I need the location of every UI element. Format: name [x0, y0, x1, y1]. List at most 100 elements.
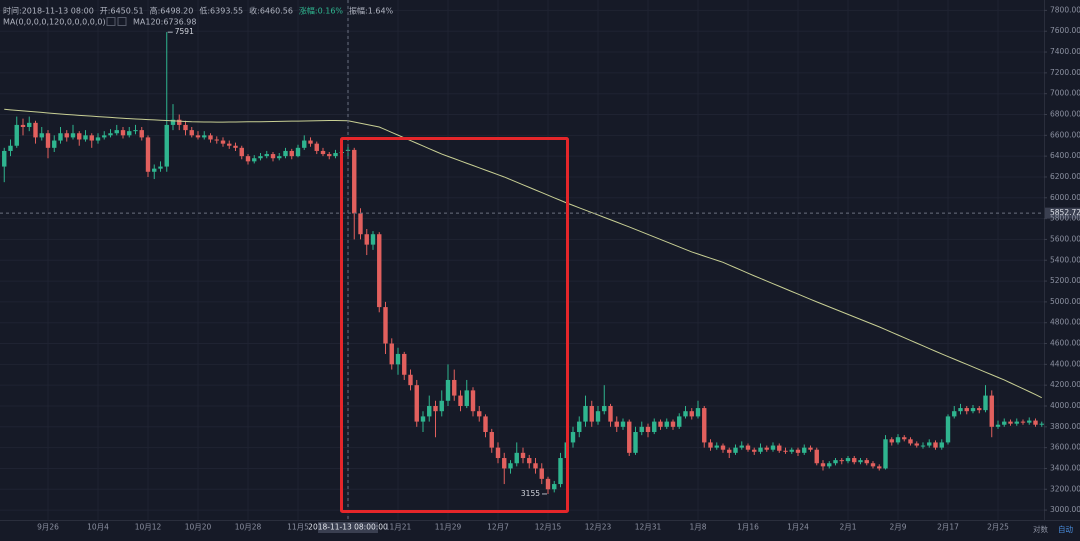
candle-body	[864, 460, 869, 464]
candle-body	[70, 133, 76, 138]
y-tick-label: 3000.00	[1050, 505, 1080, 514]
y-tick-label: 6200.00	[1050, 172, 1080, 181]
candle-body	[1033, 420, 1038, 425]
candle-body	[727, 449, 732, 453]
candle-body	[427, 405, 432, 417]
candle-body	[170, 119, 176, 125]
candle-body	[414, 385, 419, 422]
candle-body	[602, 405, 607, 412]
candle-body	[820, 463, 826, 467]
candle-body	[895, 437, 901, 443]
header-field: 收:6460.56	[249, 6, 293, 16]
candle-body	[158, 166, 163, 169]
candle-body	[320, 150, 326, 155]
candle-body	[452, 379, 457, 396]
candle-body	[114, 130, 119, 134]
ma-line	[4, 108, 1042, 399]
indicator-value: MA120:6736.98	[133, 18, 196, 27]
y-tick-label: 5200.00	[1050, 276, 1080, 285]
candle-body	[377, 234, 382, 308]
candle-body	[702, 408, 707, 443]
candle-body	[939, 442, 944, 448]
candle-body	[970, 408, 976, 412]
low-label: 3155	[521, 489, 540, 498]
candle-body	[195, 135, 201, 138]
candle-body	[902, 437, 907, 440]
x-tick-label: 2月9	[889, 523, 906, 532]
y-tick-label: 4800.00	[1050, 318, 1080, 327]
candle-body	[164, 124, 169, 167]
candle-body	[395, 353, 401, 365]
candle-body	[608, 405, 613, 422]
indicator-toggle[interactable]	[106, 17, 116, 26]
candle-body	[839, 460, 844, 462]
candle-body	[383, 307, 388, 344]
candle-body	[752, 449, 757, 452]
indicator-name: MA(0,0,0,0,120,0,0,0,0,0)	[3, 18, 106, 27]
candle-body	[677, 416, 682, 427]
x-tick-label: 2月17	[937, 523, 959, 532]
candle-body	[327, 154, 332, 157]
x-tick-label: 11月21	[385, 523, 412, 532]
y-tick-label: 6800.00	[1050, 110, 1080, 119]
candle-body	[595, 411, 601, 422]
candle-body	[233, 145, 238, 148]
candle-body	[245, 156, 251, 162]
auto-toggle[interactable]: 自动	[1058, 524, 1074, 534]
candle-body	[814, 449, 819, 464]
candle-body	[620, 421, 626, 427]
candle-body	[527, 458, 532, 464]
indicator-close[interactable]	[117, 17, 127, 26]
log-toggle[interactable]: 对数	[1033, 524, 1049, 534]
candle-body	[1039, 423, 1044, 425]
y-tick-label: 5600.00	[1050, 234, 1080, 243]
candle-body	[83, 135, 88, 140]
candle-body	[520, 452, 526, 459]
header-field: 时间:2018-11-13 08:00	[3, 6, 94, 16]
candle-body	[314, 143, 319, 151]
x-tick-label: 10月20	[185, 523, 212, 532]
y-tick-label: 3600.00	[1050, 443, 1080, 452]
candle-body	[333, 153, 338, 157]
candle-body	[933, 442, 938, 448]
y-tick-label: 5400.00	[1050, 255, 1080, 264]
candle-body	[508, 463, 513, 469]
candle-body	[277, 156, 282, 159]
candle-body	[477, 411, 482, 417]
candle-body	[1008, 421, 1013, 424]
candle-body	[683, 411, 688, 417]
candle-body	[370, 234, 376, 245]
candle-body	[77, 133, 82, 140]
header-field: 低:6393.55	[199, 6, 243, 16]
candle-body	[1020, 421, 1026, 423]
candle-body	[627, 421, 632, 453]
y-tick-label: 7000.00	[1050, 89, 1080, 98]
candle-body	[445, 379, 451, 401]
x-tick-label: 12月31	[635, 523, 662, 532]
candle-body	[877, 466, 882, 469]
candle-body	[58, 133, 63, 141]
x-tick-label: 9月26	[37, 523, 59, 532]
candle-body	[52, 140, 57, 148]
candle-body	[583, 405, 588, 422]
candle-body	[745, 445, 751, 450]
y-tick-label: 3800.00	[1050, 422, 1080, 431]
candle-body	[914, 443, 919, 446]
candle-body	[464, 390, 469, 406]
plot	[2, 32, 1044, 494]
candle-body	[808, 447, 813, 450]
candle-body	[289, 150, 294, 157]
candle-body	[27, 122, 32, 128]
candle-body	[14, 124, 19, 146]
candle-body	[833, 460, 838, 464]
candle-body	[945, 416, 951, 443]
candle-body	[883, 439, 888, 469]
grid	[0, 0, 1047, 521]
y-tick-label: 3200.00	[1050, 484, 1080, 493]
candle-body	[408, 374, 413, 386]
x-tick-label: 12月15	[535, 523, 562, 532]
candle-body	[239, 147, 244, 157]
candle-body	[227, 143, 232, 146]
